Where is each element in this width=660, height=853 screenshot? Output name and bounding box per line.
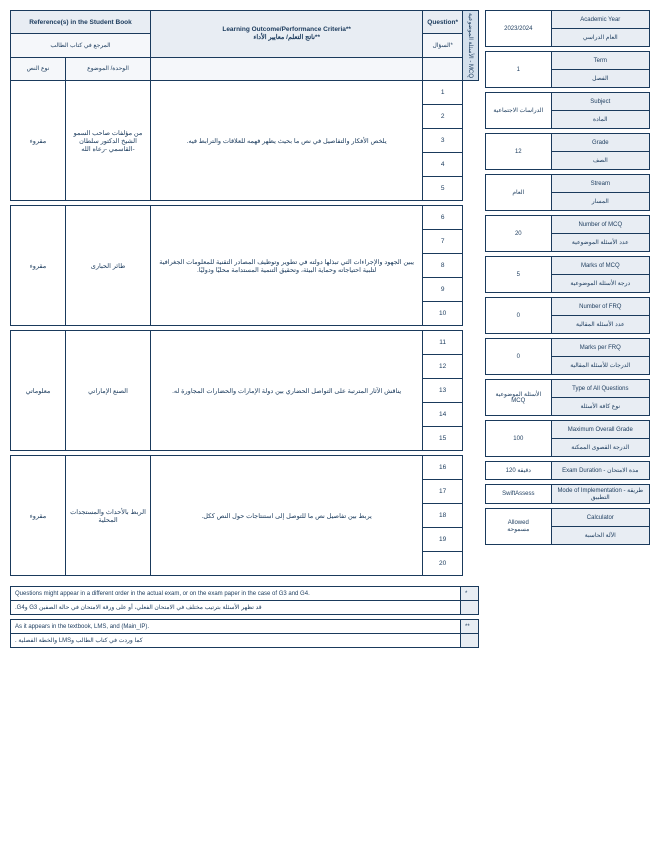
question-number: 3 <box>423 129 463 153</box>
question-number: 15 <box>423 427 463 451</box>
question-number: 12 <box>423 355 463 379</box>
question-number: 17 <box>423 480 463 504</box>
topic-cell: من مؤلفات صاحب السمو الشيخ الدكتور سلطان… <box>66 81 151 201</box>
info-value: 120 دقيقة <box>486 462 552 480</box>
question-number: 20 <box>423 552 463 576</box>
footer-text: As it appears in the textbook, LMS, and … <box>11 620 461 634</box>
outcome-cell: يربط بين تفاصيل نص ما للتوصل إلى استنتاج… <box>151 456 423 576</box>
info-label: Stream <box>551 175 649 193</box>
question-number: 14 <box>423 403 463 427</box>
info-label-ar: عدد الأسئلة المقالية <box>551 316 649 334</box>
info-value: Allowedمسموحة <box>486 509 552 545</box>
ref-header: Reference(s) in the Student Book <box>11 11 151 34</box>
outcome-cell: يبين الجهود والإجراءات التي تبذلها دولته… <box>151 206 423 326</box>
outcome-cell: يناقش الآثار المترتبة على التواصل الحضار… <box>151 331 423 451</box>
info-label: Maximum Overall Grade <box>551 421 649 439</box>
footer-mark: * <box>461 587 479 601</box>
text-type-cell: مقروء <box>11 456 66 576</box>
info-label-ar: درجة الأسئلة الموضوعية <box>551 275 649 293</box>
info-label: Marks of MCQ <box>551 257 649 275</box>
info-value: العام <box>486 175 552 211</box>
info-value: 1 <box>486 52 552 88</box>
info-value: الدراسات الاجتماعية <box>486 93 552 129</box>
info-value: 0 <box>486 298 552 334</box>
topic-cell: طائر الحبارى <box>66 206 151 326</box>
outcome-header: Learning Outcome/Performance Criteria** … <box>151 11 423 58</box>
info-label-ar: الآلة الحاسبة <box>551 527 649 545</box>
ref-header-ar: المرجع في كتاب الطالب <box>11 34 151 57</box>
footer-mark: ** <box>461 620 479 634</box>
info-value: الأسئلة الموضوعية MCQ <box>486 380 552 416</box>
info-table: 2023/2024Academic Yearالعام الدراسي 1Term… <box>485 10 650 545</box>
info-label: Academic Year <box>551 11 649 29</box>
info-value: 5 <box>486 257 552 293</box>
info-label-ar: الدرجة القصوى الممكنة <box>551 439 649 457</box>
info-value: 100 <box>486 421 552 457</box>
question-number: 10 <box>423 302 463 326</box>
info-label: Subject <box>551 93 649 111</box>
info-label: Mode of Implementation - طريقة التطبيق <box>551 485 649 504</box>
outcome-cell: يلخص الأفكار والتفاصيل في نص ما بحيث يظه… <box>151 81 423 201</box>
info-label: Type of All Questions <box>551 380 649 398</box>
info-label: Grade <box>551 134 649 152</box>
info-label-ar: الفصل <box>551 70 649 88</box>
footer-text: كما وردت في كتاب الطالب وLMS والخطة الفص… <box>11 634 461 648</box>
info-label-ar: المادة <box>551 111 649 129</box>
question-number: 16 <box>423 456 463 480</box>
info-label: Calculator <box>551 509 649 527</box>
question-number: 18 <box>423 504 463 528</box>
question-number: 19 <box>423 528 463 552</box>
question-number: 5 <box>423 177 463 201</box>
mcq-label: الأسئلة الموضوعية - MCQ <box>463 11 479 81</box>
info-label: Number of MCQ <box>551 216 649 234</box>
footer-table: Questions might appear in a different or… <box>10 586 479 648</box>
question-number: 7 <box>423 230 463 254</box>
info-label-ar: الدرجات للأسئلة المقالية <box>551 357 649 375</box>
info-value: 12 <box>486 134 552 170</box>
question-number: 4 <box>423 153 463 177</box>
question-number: 6 <box>423 206 463 230</box>
info-value: 2023/2024 <box>486 11 552 47</box>
info-label: Exam Duration - مدة الامتحان <box>551 462 649 480</box>
info-label-ar: المسار <box>551 193 649 211</box>
question-number: 8 <box>423 254 463 278</box>
question-number: 1 <box>423 81 463 105</box>
text-type-cell: مقروء <box>11 206 66 326</box>
question-header-ar: السؤال* <box>423 34 463 57</box>
topic-cell: الربط بالأحداث والمستجدات المحلية <box>66 456 151 576</box>
info-label: Marks per FRQ <box>551 339 649 357</box>
info-label-ar: نوع كافة الأسئلة <box>551 398 649 416</box>
info-label: Term <box>551 52 649 70</box>
info-label-ar: عدد الأسئلة الموضوعية <box>551 234 649 252</box>
footer-mark <box>461 601 479 615</box>
text-type-cell: مقروء <box>11 81 66 201</box>
question-header: Question* <box>423 11 463 34</box>
question-number: 9 <box>423 278 463 302</box>
question-number: 11 <box>423 331 463 355</box>
text-type-cell: معلوماتي <box>11 331 66 451</box>
info-label-ar: الصف <box>551 152 649 170</box>
info-value: 0 <box>486 339 552 375</box>
question-number: 13 <box>423 379 463 403</box>
info-label-ar: العام الدراسي <box>551 29 649 47</box>
text-type-header: نوع النص <box>11 57 66 80</box>
main-table: Reference(s) in the Student Book Learnin… <box>10 10 479 580</box>
topic-header: الوحدة/ الموضوع <box>66 57 151 80</box>
footer-text: Questions might appear in a different or… <box>11 587 461 601</box>
question-number: 2 <box>423 105 463 129</box>
info-value: SwiftAssess <box>486 485 552 504</box>
footer-text: قد تظهر الأسئلة بترتيب مختلف في الامتحان… <box>11 601 461 615</box>
footer-mark <box>461 634 479 648</box>
info-label: Number of FRQ <box>551 298 649 316</box>
info-value: 20 <box>486 216 552 252</box>
topic-cell: الصنع الإماراتي <box>66 331 151 451</box>
